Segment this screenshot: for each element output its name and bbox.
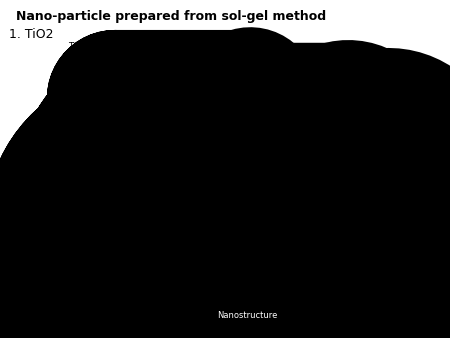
Text: Dip Coating: Dip Coating <box>97 255 150 264</box>
Bar <box>144 214 213 236</box>
Text: in dry N$_2$: in dry N$_2$ <box>228 91 266 104</box>
Text: Heating: Heating <box>106 322 141 332</box>
Bar <box>93 56 144 84</box>
Bar <box>87 50 270 122</box>
Text: H$_2$O/C$_2$H$_5$OH: H$_2$O/C$_2$H$_5$OH <box>156 134 213 146</box>
Bar <box>87 316 160 338</box>
Text: Ti(OPr$^i$)$_4$: Ti(OPr$^i$)$_4$ <box>99 63 138 77</box>
Text: TiO$_2$ Thin Coatings: TiO$_2$ Thin Coatings <box>203 282 284 294</box>
Text: SiO$_2$ substrate: SiO$_2$ substrate <box>302 310 365 322</box>
Text: HOCH$_2$·(CH$_2$·O·CH$_2$)$_n$·CH$_2$OH: HOCH$_2$·(CH$_2$·O·CH$_2$)$_n$·CH$_2$OH <box>143 160 257 172</box>
Text: C$_2$H$_5$OH: C$_2$H$_5$OH <box>157 64 194 76</box>
Text: Titanium tetra-iso-propoxide: Titanium tetra-iso-propoxide <box>68 42 188 51</box>
Text: Drying: Drying <box>108 289 139 297</box>
Bar <box>255 188 261 210</box>
Bar <box>196 270 299 338</box>
Bar <box>202 276 285 300</box>
Bar <box>87 248 160 270</box>
Text: Solution I with Polyethylene glycol: Solution I with Polyethylene glycol <box>93 312 249 321</box>
Bar <box>148 129 220 151</box>
Text: 1. TiO2: 1. TiO2 <box>9 28 54 41</box>
Text: Chemically-Modified Alkoxide Solution: Chemically-Modified Alkoxide Solution <box>91 194 252 203</box>
Text: diethanolamine: diethanolamine <box>195 42 261 51</box>
Text: Quartz Glass: Quartz Glass <box>150 220 207 230</box>
Text: Polyethylene glycol: Polyethylene glycol <box>262 162 344 170</box>
Text: Solution II without Polyethylene glycol: Solution II without Polyethylene glycol <box>85 323 258 332</box>
Bar <box>141 155 259 177</box>
Text: Nanostructure: Nanostructure <box>217 312 278 320</box>
Bar <box>202 305 293 327</box>
Text: Nano-particle prepared from sol-gel method: Nano-particle prepared from sol-gel meth… <box>16 10 326 23</box>
Text: NH(C$_2$H$_4$OH)$_2$: NH(C$_2$H$_4$OH)$_2$ <box>205 64 266 76</box>
Bar <box>206 56 266 84</box>
Bar <box>87 282 160 304</box>
Bar <box>87 188 255 210</box>
Bar <box>152 56 198 84</box>
